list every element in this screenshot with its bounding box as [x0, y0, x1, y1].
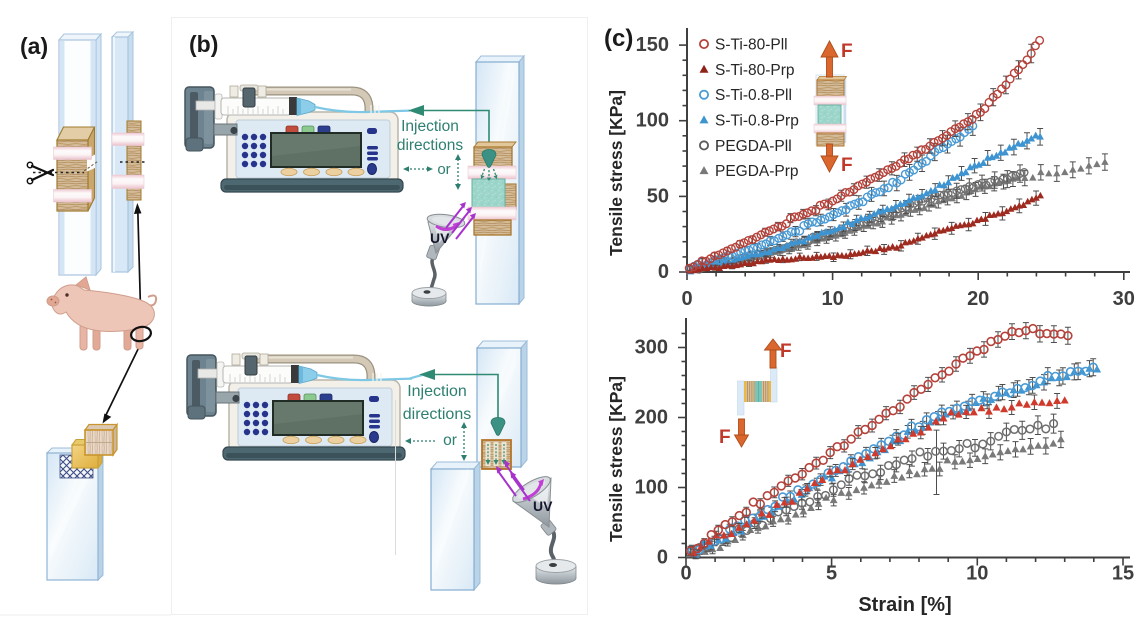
- svg-text:10: 10: [821, 288, 843, 310]
- svg-text:UV: UV: [533, 498, 553, 514]
- svg-text:0: 0: [658, 261, 669, 283]
- svg-text:or: or: [437, 161, 450, 178]
- svg-text:Tensile stress [KPa]: Tensile stress [KPa]: [606, 376, 626, 542]
- svg-text:Injection: Injection: [407, 383, 467, 400]
- svg-text:0: 0: [681, 288, 692, 310]
- svg-text:Strain [%]: Strain [%]: [858, 594, 951, 616]
- svg-text:UV: UV: [430, 230, 450, 246]
- svg-text:100: 100: [636, 110, 669, 132]
- svg-text:(b): (b): [189, 31, 218, 57]
- svg-text:(a): (a): [20, 33, 48, 59]
- svg-text:15: 15: [1112, 563, 1134, 585]
- svg-text:directions: directions: [397, 137, 464, 154]
- svg-text:30: 30: [1113, 288, 1135, 310]
- svg-text:50: 50: [647, 185, 669, 207]
- svg-text:Tensile stress [KPa]: Tensile stress [KPa]: [606, 90, 626, 256]
- svg-text:PEGDA-Prp: PEGDA-Prp: [715, 163, 799, 180]
- svg-text:20: 20: [967, 288, 989, 310]
- svg-text:or: or: [443, 432, 457, 449]
- svg-text:S-Ti-0.8-Prp: S-Ti-0.8-Prp: [715, 113, 799, 130]
- svg-text:300: 300: [635, 337, 668, 359]
- svg-text:S-Ti-80-Prp: S-Ti-80-Prp: [715, 62, 795, 79]
- svg-text:200: 200: [635, 407, 668, 429]
- svg-text:100: 100: [635, 477, 668, 499]
- svg-text:150: 150: [636, 34, 669, 56]
- svg-text:(c): (c): [604, 25, 633, 52]
- svg-text:F: F: [841, 41, 853, 62]
- svg-text:F: F: [780, 341, 792, 362]
- svg-text:S-Ti-80-Pll: S-Ti-80-Pll: [715, 37, 788, 54]
- svg-text:5: 5: [826, 563, 837, 585]
- svg-text:10: 10: [966, 563, 988, 585]
- svg-text:Injection: Injection: [401, 118, 459, 135]
- svg-text:S-Ti-0.8-Pll: S-Ti-0.8-Pll: [715, 87, 792, 104]
- svg-text:0: 0: [657, 547, 668, 569]
- svg-text:0: 0: [680, 563, 691, 585]
- svg-text:F: F: [841, 155, 853, 176]
- svg-text:directions: directions: [403, 406, 471, 423]
- svg-text:F: F: [719, 427, 731, 448]
- svg-text:PEGDA-Pll: PEGDA-Pll: [715, 138, 792, 155]
